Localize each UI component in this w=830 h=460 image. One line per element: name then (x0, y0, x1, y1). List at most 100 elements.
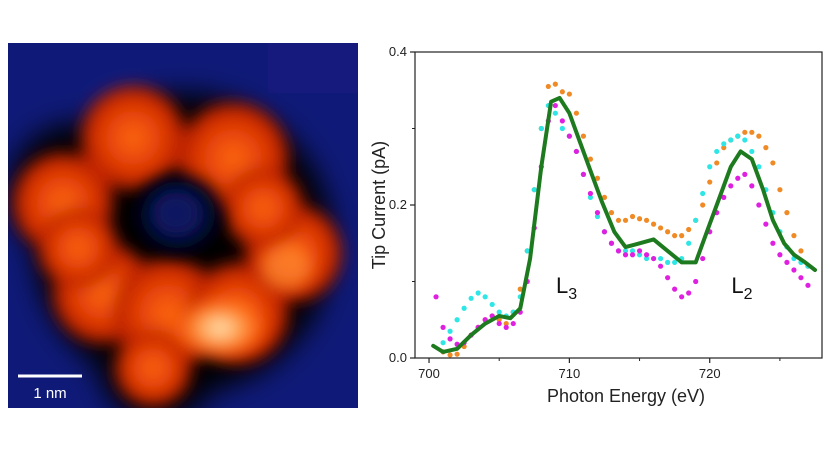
data-point (517, 286, 523, 292)
data-point (615, 217, 622, 223)
data-point (601, 194, 608, 200)
peak-label: L3 (556, 273, 577, 303)
x-tick-label: 710 (559, 366, 581, 381)
data-point (749, 183, 755, 189)
data-point (594, 175, 601, 181)
data-point (594, 213, 601, 220)
data-point (573, 148, 579, 155)
data-point (629, 213, 636, 220)
data-point (573, 110, 579, 116)
data-point (538, 125, 544, 132)
data-point (622, 248, 629, 254)
data-point (643, 252, 650, 258)
x-tick-label: 720 (699, 366, 721, 381)
data-point (461, 305, 467, 311)
data-point (580, 171, 587, 177)
data-point (587, 190, 594, 197)
data-point (475, 290, 481, 296)
data-point (447, 352, 453, 358)
data-point (510, 320, 516, 327)
data-point (454, 317, 460, 323)
data-point (714, 148, 720, 155)
scale-bar-label: 1 nm (33, 385, 66, 402)
data-point (447, 336, 453, 342)
data-point (784, 210, 790, 216)
data-point (566, 133, 572, 139)
data-point (791, 233, 797, 239)
data-point (665, 259, 671, 265)
data-point (496, 320, 502, 327)
data-point (489, 301, 495, 308)
data-point (742, 137, 748, 143)
data-point (798, 248, 804, 254)
data-point (531, 187, 537, 193)
data-point (798, 275, 804, 281)
data-line (431, 95, 817, 354)
stm-molecule (8, 86, 341, 408)
data-point (587, 194, 594, 200)
data-points (433, 81, 811, 358)
data-point (503, 320, 509, 327)
data-point (524, 248, 530, 254)
data-point (559, 89, 565, 95)
data-point (643, 255, 650, 262)
data-point (700, 202, 706, 208)
data-point (559, 125, 565, 132)
data-point (672, 259, 678, 265)
data-point (496, 309, 502, 315)
data-point (440, 324, 446, 330)
data-point (770, 240, 776, 246)
data-point (629, 252, 636, 258)
data-point (658, 225, 664, 231)
y-tick-label: 0.2 (389, 197, 407, 212)
data-point (545, 83, 551, 90)
scale-bar: 1 nm (18, 374, 82, 402)
data-point (608, 210, 615, 216)
data-point (608, 240, 615, 246)
stm-image: 1 nm (8, 43, 358, 408)
data-point (672, 286, 678, 292)
data-point (693, 278, 699, 285)
data-point (805, 282, 811, 288)
data-point (714, 160, 720, 166)
data-point (468, 295, 474, 301)
data-point (629, 248, 636, 254)
y-axis-title: Tip Current (pA) (369, 141, 389, 269)
data-point (454, 351, 460, 357)
data-point (552, 81, 558, 87)
data-point (756, 202, 762, 208)
data-point (784, 259, 790, 265)
data-point (658, 263, 664, 269)
data-point (636, 252, 643, 258)
data-point (559, 118, 565, 124)
y-tick-label: 0.0 (389, 350, 407, 365)
data-point (636, 216, 643, 222)
data-point (665, 275, 671, 281)
data-point (742, 171, 748, 177)
series-line (431, 95, 817, 354)
data-point (686, 290, 692, 296)
data-point (749, 129, 755, 135)
data-point (721, 145, 727, 151)
data-point (482, 294, 488, 300)
data-point (721, 194, 727, 200)
data-point (679, 294, 685, 300)
data-point (742, 129, 748, 135)
data-point (777, 252, 783, 258)
data-point (721, 141, 727, 147)
data-point (587, 156, 594, 162)
x-tick-label: 700 (418, 366, 440, 381)
data-point (749, 148, 755, 155)
data-point (756, 164, 762, 170)
data-point (433, 294, 439, 300)
data-point (700, 190, 706, 197)
data-point (650, 221, 657, 227)
data-point (679, 233, 685, 239)
data-point (686, 226, 692, 233)
data-point (686, 240, 692, 246)
data-point (770, 160, 776, 166)
data-point (650, 255, 657, 262)
data-point (615, 248, 622, 254)
data-point (693, 217, 699, 223)
